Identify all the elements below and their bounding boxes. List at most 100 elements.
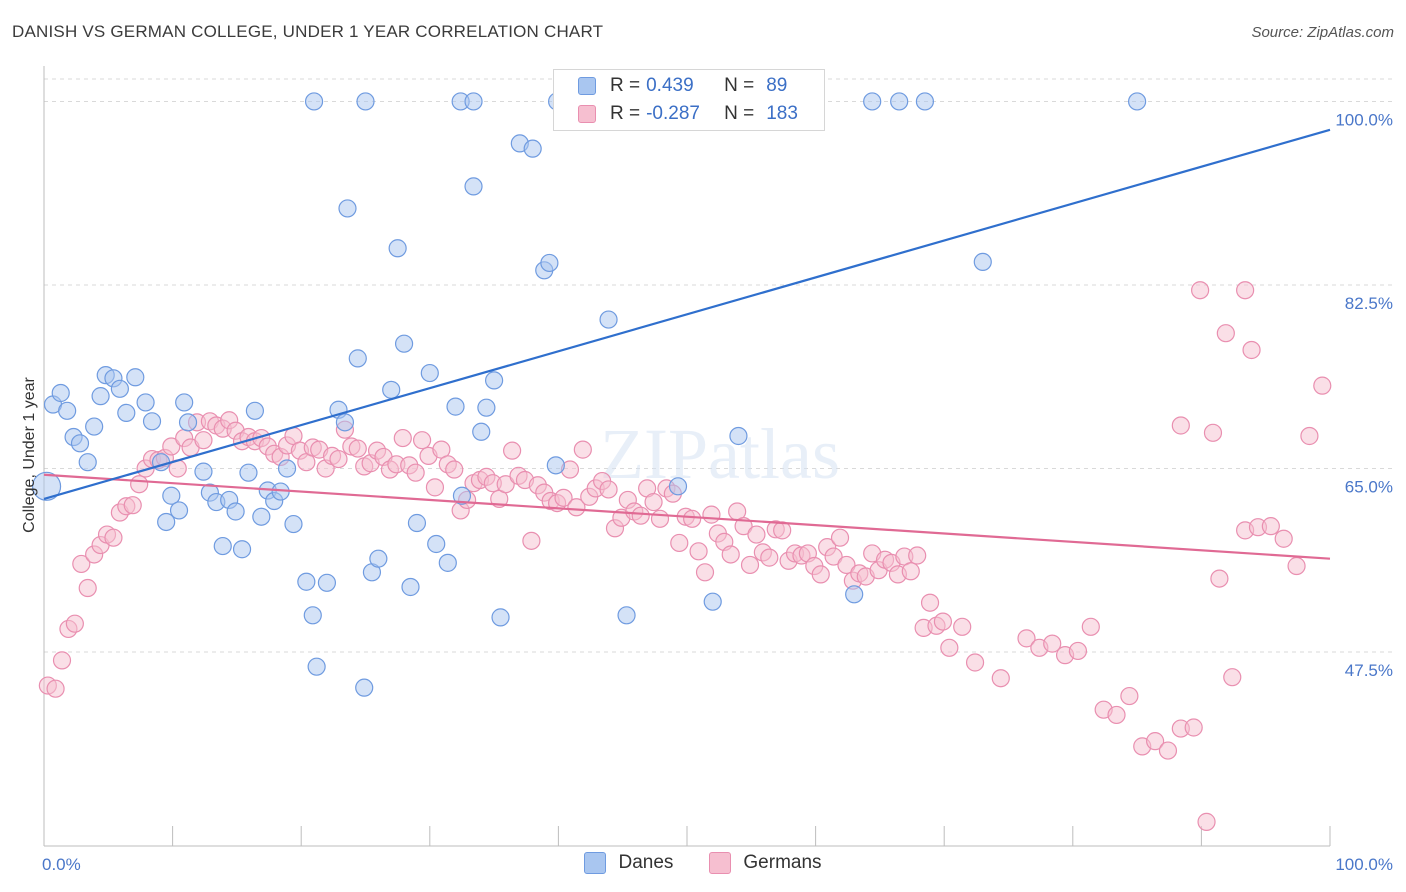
germans-point [940, 638, 959, 657]
germans-point [425, 478, 445, 497]
germans-point [1081, 617, 1100, 636]
danes-point [485, 371, 504, 390]
danes-swatch [578, 77, 596, 95]
germans-point [406, 463, 425, 482]
germans-point [52, 651, 72, 670]
danes-point [703, 592, 722, 611]
germans-point [965, 653, 985, 672]
germans-point [1171, 416, 1190, 435]
germans-point [503, 441, 522, 460]
germans-point [1242, 340, 1261, 360]
germans-point [72, 554, 91, 574]
n-label: N = [724, 103, 755, 124]
danes-point [388, 239, 407, 258]
y-axis-label: College, Under 1 year [21, 377, 38, 533]
germans-point [695, 563, 715, 582]
germans-point [1146, 732, 1165, 751]
germans-point [1210, 569, 1229, 588]
danes-point [338, 199, 357, 218]
n-value: 183 [766, 103, 798, 124]
legend-item-danes[interactable]: Danes [584, 852, 673, 874]
danes-point [78, 453, 97, 472]
germans-point [1068, 641, 1088, 661]
danes-point [464, 92, 483, 111]
legend-item-germans[interactable]: Germans [709, 852, 822, 874]
danes-point [427, 534, 446, 554]
danes-point [303, 606, 322, 625]
germans-point [1216, 324, 1235, 343]
germans-point [908, 546, 927, 565]
source-label: Source: ZipAtlas.com [1251, 24, 1394, 41]
danes-point [863, 92, 882, 111]
danes-point [169, 501, 189, 520]
germans-point [65, 614, 84, 633]
germans-point [162, 437, 181, 456]
y-tick-label: 47.5% [1345, 661, 1393, 680]
legend-label: Germans [743, 852, 822, 873]
legend-row-germans: R = -0.287 N = 183 [578, 100, 798, 128]
danes-point [317, 573, 337, 592]
germans-point [1203, 423, 1223, 442]
r-label: R = [610, 103, 641, 124]
germans-point [1120, 686, 1139, 706]
danes-point [890, 92, 909, 111]
danes-point [382, 380, 401, 399]
germans-series [38, 281, 1332, 831]
germans-point [1313, 376, 1332, 395]
germans-trend-line [43, 473, 1331, 560]
danes-point [617, 606, 636, 625]
danes-point [239, 463, 258, 482]
danes-point [452, 486, 472, 505]
danes-point [226, 502, 245, 521]
germans-point [1274, 529, 1293, 548]
germans-point [1261, 517, 1280, 536]
germans-point [1300, 426, 1319, 446]
danes-point [348, 349, 367, 368]
danes-point [126, 368, 145, 387]
danes-point [973, 252, 992, 272]
danes-point [540, 253, 559, 273]
danes-point [407, 513, 427, 533]
r-value: -0.287 [646, 103, 700, 124]
germans-point [1223, 668, 1242, 687]
germans-point [194, 431, 213, 450]
danes-point [85, 417, 104, 436]
danes-point [307, 657, 326, 676]
danes-point [91, 387, 110, 406]
y-tick-label: 100.0% [1335, 110, 1393, 129]
danes-point [70, 434, 90, 453]
series-legend: Danes Germans [0, 852, 1406, 874]
danes-point [252, 507, 271, 526]
danes-point [157, 512, 176, 532]
danes-point [335, 413, 355, 432]
danes-point [110, 379, 129, 398]
germans-point [644, 492, 663, 512]
germans-point [573, 440, 592, 459]
trend-lines [43, 128, 1331, 560]
n-value: 89 [766, 75, 788, 96]
danes-point [284, 514, 303, 534]
danes-point [438, 553, 457, 572]
germans-point [837, 555, 856, 575]
danes-point [194, 462, 213, 481]
danes-point [245, 401, 265, 420]
germans-point [348, 439, 367, 458]
watermark: ZIPatlas [600, 414, 840, 494]
danes-point [472, 422, 491, 441]
germans-point [104, 528, 123, 547]
germans-point [991, 669, 1010, 688]
danes-point [915, 92, 935, 111]
danes-point [355, 678, 374, 697]
germans-point [554, 488, 573, 507]
germans-point [46, 679, 65, 698]
germans-point [830, 528, 850, 547]
germans-point [811, 565, 830, 584]
danes-point [178, 413, 198, 432]
germans-point [933, 612, 953, 631]
germans-point [670, 533, 689, 553]
danes-point [162, 486, 181, 505]
germans-point [522, 531, 541, 550]
danes-point [356, 92, 375, 111]
germans-point [496, 475, 515, 494]
